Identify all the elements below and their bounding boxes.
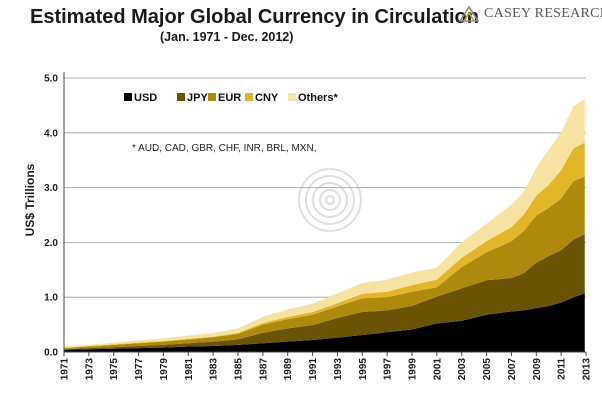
legend-label: Others* xyxy=(298,92,338,104)
legend-swatch xyxy=(208,93,216,101)
x-tick-label: 2009 xyxy=(532,358,543,381)
legend-swatch xyxy=(124,93,132,101)
watermark-swirl xyxy=(298,168,362,232)
area-cny xyxy=(64,142,585,349)
x-tick-label: 1983 xyxy=(209,358,220,381)
y-tick-label: 3.0 xyxy=(44,183,58,194)
x-tick-label: 2003 xyxy=(457,358,468,381)
x-tick-label: 1999 xyxy=(408,358,419,381)
x-tick-label: 1987 xyxy=(258,358,269,381)
chart-subtitle: (Jan. 1971 - Dec. 2012) xyxy=(160,30,294,44)
x-tick-label: 2013 xyxy=(582,358,593,381)
legend: USD JPY EUR CNY Others* xyxy=(124,92,338,104)
area-eur xyxy=(64,176,585,350)
x-tick-label: 1973 xyxy=(84,358,95,381)
x-tick-label: 2005 xyxy=(482,358,493,381)
casey-research-logo: CASEY RESEARCH xyxy=(458,4,602,24)
y-tick-labels: 0.0 1.0 2.0 3.0 4.0 5.0 xyxy=(44,74,58,359)
annotation-note: * AUD, CAD, GBR, CHF, INR, BRL, MXN, xyxy=(132,143,316,154)
y-axis-label: US$ Trillions xyxy=(23,163,37,236)
x-tick-label: 1995 xyxy=(358,358,369,381)
x-tick-label: 1989 xyxy=(283,358,294,381)
legend-label: EUR xyxy=(218,92,241,104)
y-tick-label: 5.0 xyxy=(44,74,58,85)
logo-text: CASEY RESEARCH xyxy=(484,6,602,21)
x-tick-label: 1981 xyxy=(184,358,195,381)
legend-label: USD xyxy=(134,92,157,104)
x-tick-label: 1991 xyxy=(308,358,319,381)
axes xyxy=(63,72,586,353)
legend-swatch xyxy=(245,93,253,101)
legend-label: CNY xyxy=(255,92,279,104)
casey-research-logo-icon xyxy=(458,5,480,22)
y-tick-label: 4.0 xyxy=(44,128,58,139)
x-tick-label: 2011 xyxy=(557,358,568,380)
area-usd xyxy=(64,293,585,352)
x-tick-label: 1977 xyxy=(134,358,145,381)
x-tick-label: 1971 xyxy=(60,358,71,381)
x-tick-label: 1993 xyxy=(333,358,344,381)
legend-swatch xyxy=(288,93,296,101)
x-tick-label: 2007 xyxy=(507,358,518,381)
y-tick-label: 0.0 xyxy=(44,348,58,359)
y-tick-label: 1.0 xyxy=(44,293,58,304)
y-tick-label: 2.0 xyxy=(44,238,58,249)
legend-swatch xyxy=(177,93,185,101)
x-tick-labels: 1971 1973 1975 1977 1979 1981 1983 1985 1987 1989… xyxy=(60,352,593,380)
area-jpy xyxy=(64,234,585,350)
stacked-areas xyxy=(64,98,585,352)
x-tick-label: 1997 xyxy=(383,358,394,381)
x-tick-label: 1979 xyxy=(159,358,170,381)
x-tick-label: 1985 xyxy=(234,358,245,381)
chart-title: Estimated Major Global Currency in Circu… xyxy=(30,6,479,28)
x-tick-label: 1975 xyxy=(109,358,120,381)
legend-label: JPY xyxy=(187,92,208,104)
x-tick-label: 2001 xyxy=(432,358,443,381)
